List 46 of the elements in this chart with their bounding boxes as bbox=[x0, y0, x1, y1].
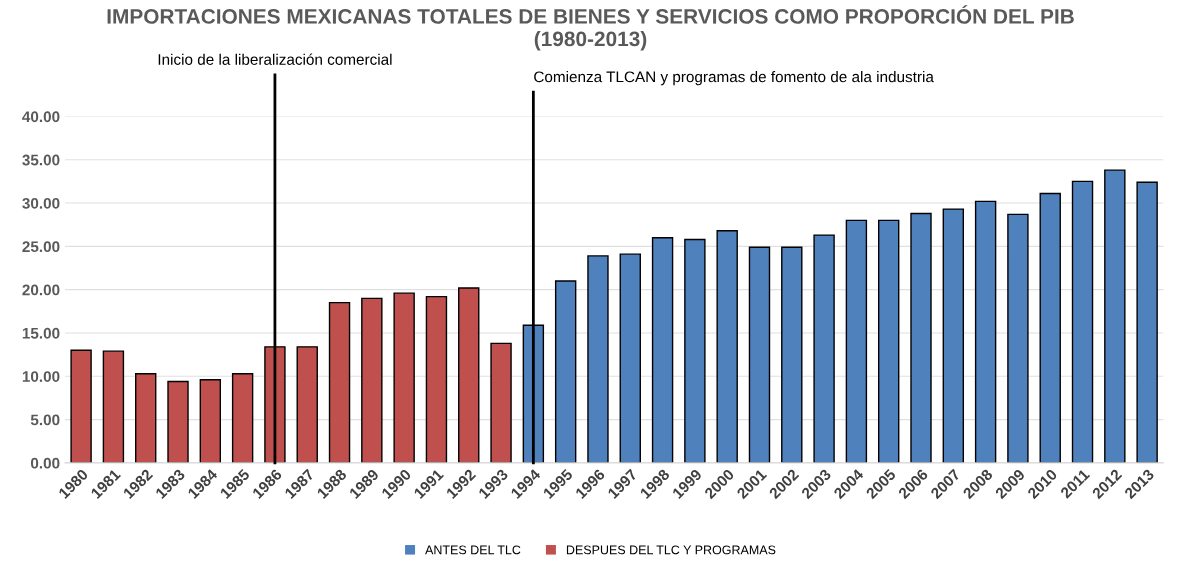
y-tick-label: 30.00 bbox=[22, 197, 60, 209]
y-tick-label: 35.00 bbox=[22, 154, 60, 166]
y-tick-label: 5.00 bbox=[30, 414, 60, 426]
bar bbox=[1007, 213, 1029, 463]
bar bbox=[554, 280, 577, 463]
y-tick-label: 15.00 bbox=[22, 327, 60, 339]
bar bbox=[781, 246, 803, 463]
legend-label: ANTES DEL TLC bbox=[425, 545, 521, 555]
bar bbox=[231, 373, 254, 463]
y-tick-label: 0.00 bbox=[30, 457, 60, 469]
bar bbox=[1136, 181, 1158, 463]
bar bbox=[70, 349, 92, 463]
bar bbox=[845, 219, 868, 463]
bar bbox=[651, 237, 674, 463]
bar bbox=[877, 219, 900, 463]
bar bbox=[167, 380, 189, 463]
bar bbox=[490, 342, 512, 463]
bar bbox=[942, 208, 965, 463]
y-tick-label: 40.00 bbox=[22, 111, 60, 123]
bar bbox=[361, 297, 383, 463]
bar bbox=[135, 373, 157, 463]
bar bbox=[1071, 180, 1094, 463]
bar bbox=[587, 255, 609, 463]
bar bbox=[813, 234, 835, 463]
legend-label: DESPUES DEL TLC Y PROGRAMAS bbox=[566, 545, 776, 555]
bar bbox=[716, 230, 738, 463]
y-tick-label: 10.00 bbox=[22, 371, 60, 382]
y-tick-label: 25.00 bbox=[22, 241, 60, 253]
bar bbox=[684, 238, 706, 463]
bar bbox=[748, 246, 771, 463]
bar bbox=[1039, 192, 1061, 463]
bar bbox=[393, 292, 415, 463]
bar bbox=[974, 200, 997, 463]
bar bbox=[619, 253, 641, 463]
bar bbox=[458, 287, 480, 463]
bar bbox=[910, 212, 932, 463]
bar bbox=[296, 346, 318, 463]
bar bbox=[425, 295, 448, 463]
ref-line-label: Comienza TLCAN y programas de fomento de ala industria bbox=[534, 71, 934, 86]
bar bbox=[328, 301, 351, 463]
ref-line-label: Inicio de la liberalización comercial bbox=[158, 53, 392, 65]
bar bbox=[1104, 169, 1126, 463]
bar bbox=[199, 379, 222, 463]
y-tick-label: 20.00 bbox=[22, 284, 60, 296]
chart-title: IMPORTACIONES MEXICANAS TOTALES DE BIENES Y SERVICIOS COMO PROPORCIÓN DEL PIB (1980-2013) bbox=[107, 5, 1074, 51]
bar bbox=[102, 350, 125, 463]
